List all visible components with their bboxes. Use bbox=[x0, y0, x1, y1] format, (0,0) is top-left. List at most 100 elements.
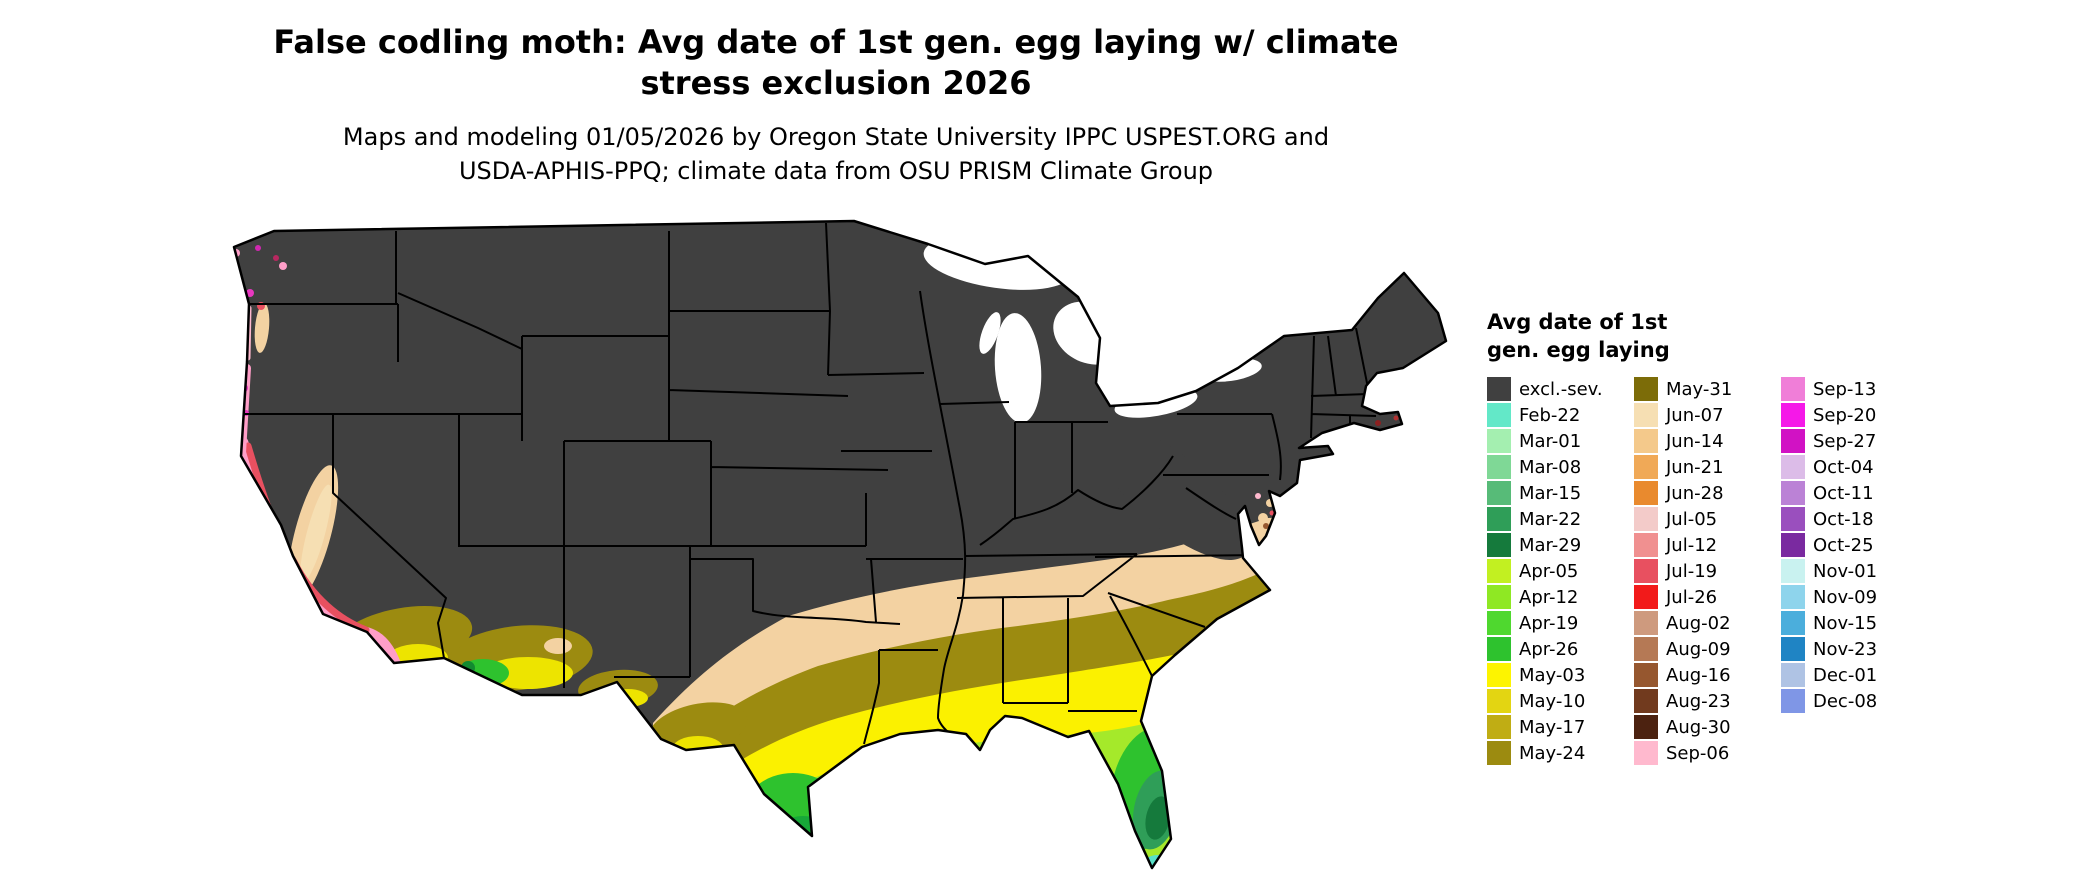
legend-swatch bbox=[1487, 611, 1511, 635]
us-map bbox=[232, 219, 1448, 870]
legend-swatch bbox=[1781, 559, 1805, 583]
legend-item: Jun-28 bbox=[1634, 480, 1781, 506]
legend-label: Apr-05 bbox=[1519, 560, 1579, 582]
map-region-stx-core bbox=[775, 816, 831, 860]
legend-swatch bbox=[1487, 533, 1511, 557]
legend-label: excl.-sev. bbox=[1519, 378, 1603, 400]
legend-label: Oct-11 bbox=[1813, 482, 1874, 504]
legend-swatch bbox=[1634, 507, 1658, 531]
legend-label: Dec-08 bbox=[1813, 690, 1878, 712]
map-subtitle-line2: USDA-APHIS-PPQ; climate data from OSU PR… bbox=[458, 157, 1214, 185]
legend-swatch bbox=[1634, 663, 1658, 687]
legend-item: Sep-20 bbox=[1781, 402, 1928, 428]
legend-label: Apr-19 bbox=[1519, 612, 1579, 634]
us-outline bbox=[232, 219, 1448, 870]
legend-item: Jul-19 bbox=[1634, 558, 1781, 584]
map-region-excluded bbox=[234, 221, 1446, 868]
legend-label: Aug-02 bbox=[1666, 612, 1731, 634]
legend-swatch bbox=[1487, 377, 1511, 401]
map-speck-chesapeake-pink bbox=[1255, 493, 1261, 499]
legend-column-3: Sep-13 Sep-20 Sep-27 Oct-04 Oct-11 Oct-18 Oct-… bbox=[1781, 376, 1928, 766]
map-region-az-yellow bbox=[483, 657, 573, 689]
legend-title-line2: gen. egg laying bbox=[1487, 338, 1670, 362]
legend-swatch bbox=[1634, 585, 1658, 609]
legend-item: Mar-08 bbox=[1487, 454, 1634, 480]
legend-item: Jun-07 bbox=[1634, 402, 1781, 428]
legend-label: Sep-27 bbox=[1813, 430, 1877, 452]
legend-swatch bbox=[1487, 481, 1511, 505]
legend-swatch bbox=[1487, 663, 1511, 687]
legend-swatch bbox=[1487, 585, 1511, 609]
legend-label: Jun-07 bbox=[1666, 404, 1724, 426]
legend-item: Nov-23 bbox=[1781, 636, 1928, 662]
legend-swatch bbox=[1487, 559, 1511, 583]
map-title-line1: False codling moth: Avg date of 1st gen.… bbox=[273, 23, 1399, 61]
legend-item: Aug-23 bbox=[1634, 688, 1781, 714]
legend-swatch bbox=[1781, 377, 1805, 401]
legend-item: Dec-01 bbox=[1781, 662, 1928, 688]
legend-swatch bbox=[1781, 429, 1805, 453]
legend-label: Jun-14 bbox=[1666, 430, 1724, 452]
map-region-central-valley-light bbox=[300, 484, 332, 582]
legend-swatch bbox=[1781, 663, 1805, 687]
legend-label: Jul-12 bbox=[1666, 534, 1718, 556]
legend-swatch bbox=[1781, 689, 1805, 713]
map-region-stx-tip bbox=[798, 847, 822, 865]
legend-label: Jun-21 bbox=[1666, 456, 1724, 478]
legend-label: Oct-04 bbox=[1813, 456, 1874, 478]
legend-label: Mar-08 bbox=[1519, 456, 1582, 478]
legend-label: Oct-18 bbox=[1813, 508, 1874, 530]
legend-swatch bbox=[1781, 455, 1805, 479]
legend-item: Apr-05 bbox=[1487, 558, 1634, 584]
legend-swatch bbox=[1487, 429, 1511, 453]
legend-swatch bbox=[1781, 481, 1805, 505]
map-title-line2: stress exclusion 2026 bbox=[640, 64, 1032, 102]
legend-label: Sep-06 bbox=[1666, 742, 1730, 764]
legend-swatch bbox=[1634, 715, 1658, 739]
legend-swatch bbox=[1634, 533, 1658, 557]
lake-green-bay bbox=[979, 312, 1001, 354]
legend-item: Aug-09 bbox=[1634, 636, 1781, 662]
legend-label: May-03 bbox=[1519, 664, 1586, 686]
map-speck-puget-pink bbox=[279, 262, 287, 270]
legend-label: Apr-26 bbox=[1519, 638, 1579, 660]
legend-item: Jun-14 bbox=[1634, 428, 1781, 454]
legend-item: Oct-04 bbox=[1781, 454, 1928, 480]
lake-michigan bbox=[994, 313, 1042, 423]
map-title: False codling moth: Avg date of 1st gen.… bbox=[0, 22, 1672, 104]
legend-swatch bbox=[1634, 403, 1658, 427]
legend-label: Nov-23 bbox=[1813, 638, 1878, 660]
map-speck-wa-magenta bbox=[255, 245, 261, 251]
legend-swatch bbox=[1634, 481, 1658, 505]
legend-item: Oct-11 bbox=[1781, 480, 1928, 506]
legend-item: Apr-19 bbox=[1487, 610, 1634, 636]
legend-item: Apr-26 bbox=[1487, 636, 1634, 662]
map-speck-longisland-darkred bbox=[1393, 415, 1399, 421]
legend-item: Sep-06 bbox=[1634, 740, 1781, 766]
legend-label: Aug-16 bbox=[1666, 664, 1731, 686]
legend-item: Aug-02 bbox=[1634, 610, 1781, 636]
legend-label: Mar-29 bbox=[1519, 534, 1582, 556]
legend-label: May-17 bbox=[1519, 716, 1586, 738]
legend-swatch bbox=[1487, 403, 1511, 427]
legend-item: Dec-08 bbox=[1781, 688, 1928, 714]
legend-item: Jul-12 bbox=[1634, 532, 1781, 558]
map-region-willamette-tan bbox=[254, 303, 270, 353]
legend-item: Sep-13 bbox=[1781, 376, 1928, 402]
legend-title-line1: Avg date of 1st bbox=[1487, 310, 1668, 334]
map-region-florida-core bbox=[1145, 796, 1171, 840]
legend-item: Jul-05 bbox=[1634, 506, 1781, 532]
legend-item: Mar-22 bbox=[1487, 506, 1634, 532]
legend-column-1: excl.-sev. Feb-22 Mar-01 Mar-08 Mar-15 Mar-22… bbox=[1487, 376, 1634, 766]
legend-swatch bbox=[1487, 455, 1511, 479]
legend-column-2: May-31 Jun-07 Jun-14 Jun-21 Jun-28 Jul-05 Jul-… bbox=[1634, 376, 1781, 766]
legend-label: Jul-26 bbox=[1666, 586, 1718, 608]
legend-item: May-24 bbox=[1487, 740, 1634, 766]
legend-label: Aug-30 bbox=[1666, 716, 1731, 738]
legend-label: Sep-13 bbox=[1813, 378, 1877, 400]
legend-swatch bbox=[1781, 507, 1805, 531]
legend-item: Feb-22 bbox=[1487, 402, 1634, 428]
legend-item: Aug-16 bbox=[1634, 662, 1781, 688]
map-subtitle: Maps and modeling 01/05/2026 by Oregon S… bbox=[0, 120, 1672, 188]
